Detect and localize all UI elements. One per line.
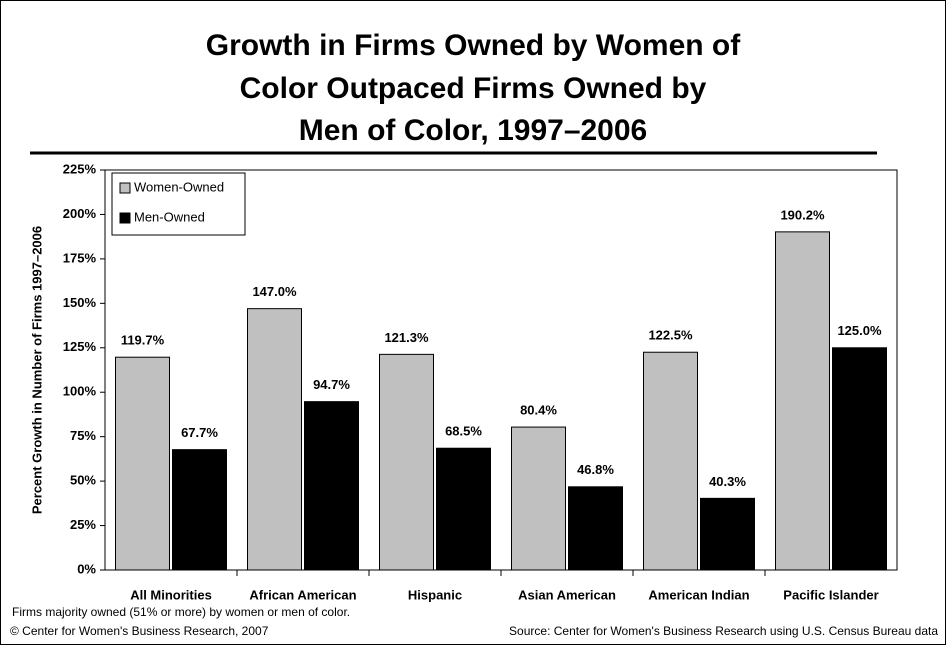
bar <box>511 426 566 571</box>
bar <box>775 231 830 571</box>
y-tick-label: 50% <box>70 473 96 488</box>
bar <box>436 447 491 571</box>
source: Source: Center for Women's Business Rese… <box>509 624 938 638</box>
x-tick-label: All Minorities <box>130 587 212 602</box>
value-label: 125.0% <box>837 323 882 338</box>
x-tick-label: Hispanic <box>408 587 462 602</box>
bar <box>568 486 623 571</box>
x-tick-label: American Indian <box>648 587 749 602</box>
bar <box>304 401 359 571</box>
copyright: © Center for Women's Business Research, … <box>10 624 269 638</box>
bar <box>643 351 698 571</box>
bar <box>700 497 755 571</box>
legend-box <box>111 172 246 236</box>
value-label: 122.5% <box>648 328 693 343</box>
value-label: 40.3% <box>709 474 746 489</box>
y-tick-label: 150% <box>63 295 97 310</box>
value-label: 190.2% <box>780 207 825 222</box>
footnote: Firms majority owned (51% or more) by wo… <box>12 605 350 619</box>
chart-title: Growth in Firms Owned by Women of <box>206 29 741 62</box>
value-label: 46.8% <box>577 462 614 477</box>
bar <box>247 308 302 571</box>
legend-swatch <box>119 212 131 224</box>
y-tick-label: 75% <box>70 428 96 443</box>
value-label: 80.4% <box>520 403 557 418</box>
bar <box>172 449 227 571</box>
y-tick-label: 200% <box>63 206 97 221</box>
y-tick-label: 25% <box>70 517 96 532</box>
bar <box>832 347 887 571</box>
y-tick-label: 175% <box>63 250 97 265</box>
value-label: 94.7% <box>313 377 350 392</box>
y-tick-label: 0% <box>77 561 96 576</box>
value-label: 67.7% <box>181 425 218 440</box>
chart-title: Color Outpaced Firms Owned by <box>240 72 707 105</box>
chart-title: Men of Color, 1997–2006 <box>299 114 648 147</box>
plot-area <box>104 169 898 571</box>
x-tick-label: Asian American <box>518 587 616 602</box>
value-label: 119.7% <box>121 333 165 348</box>
y-axis-label: Percent Growth in Number of Firms 1997–2… <box>29 226 44 514</box>
bar <box>379 353 434 571</box>
value-label: 147.0% <box>252 284 297 299</box>
legend-swatch <box>119 182 131 194</box>
value-label: 121.3% <box>384 330 429 345</box>
legend-label: Women-Owned <box>134 179 224 194</box>
x-tick-label: Pacific Islander <box>783 587 878 602</box>
value-label: 68.5% <box>445 424 482 439</box>
y-tick-label: 225% <box>63 161 97 176</box>
y-tick-label: 125% <box>63 339 97 354</box>
bar <box>115 356 170 571</box>
legend-label: Men-Owned <box>134 209 205 224</box>
x-tick-label: African American <box>249 587 356 602</box>
y-tick-label: 100% <box>63 384 97 399</box>
